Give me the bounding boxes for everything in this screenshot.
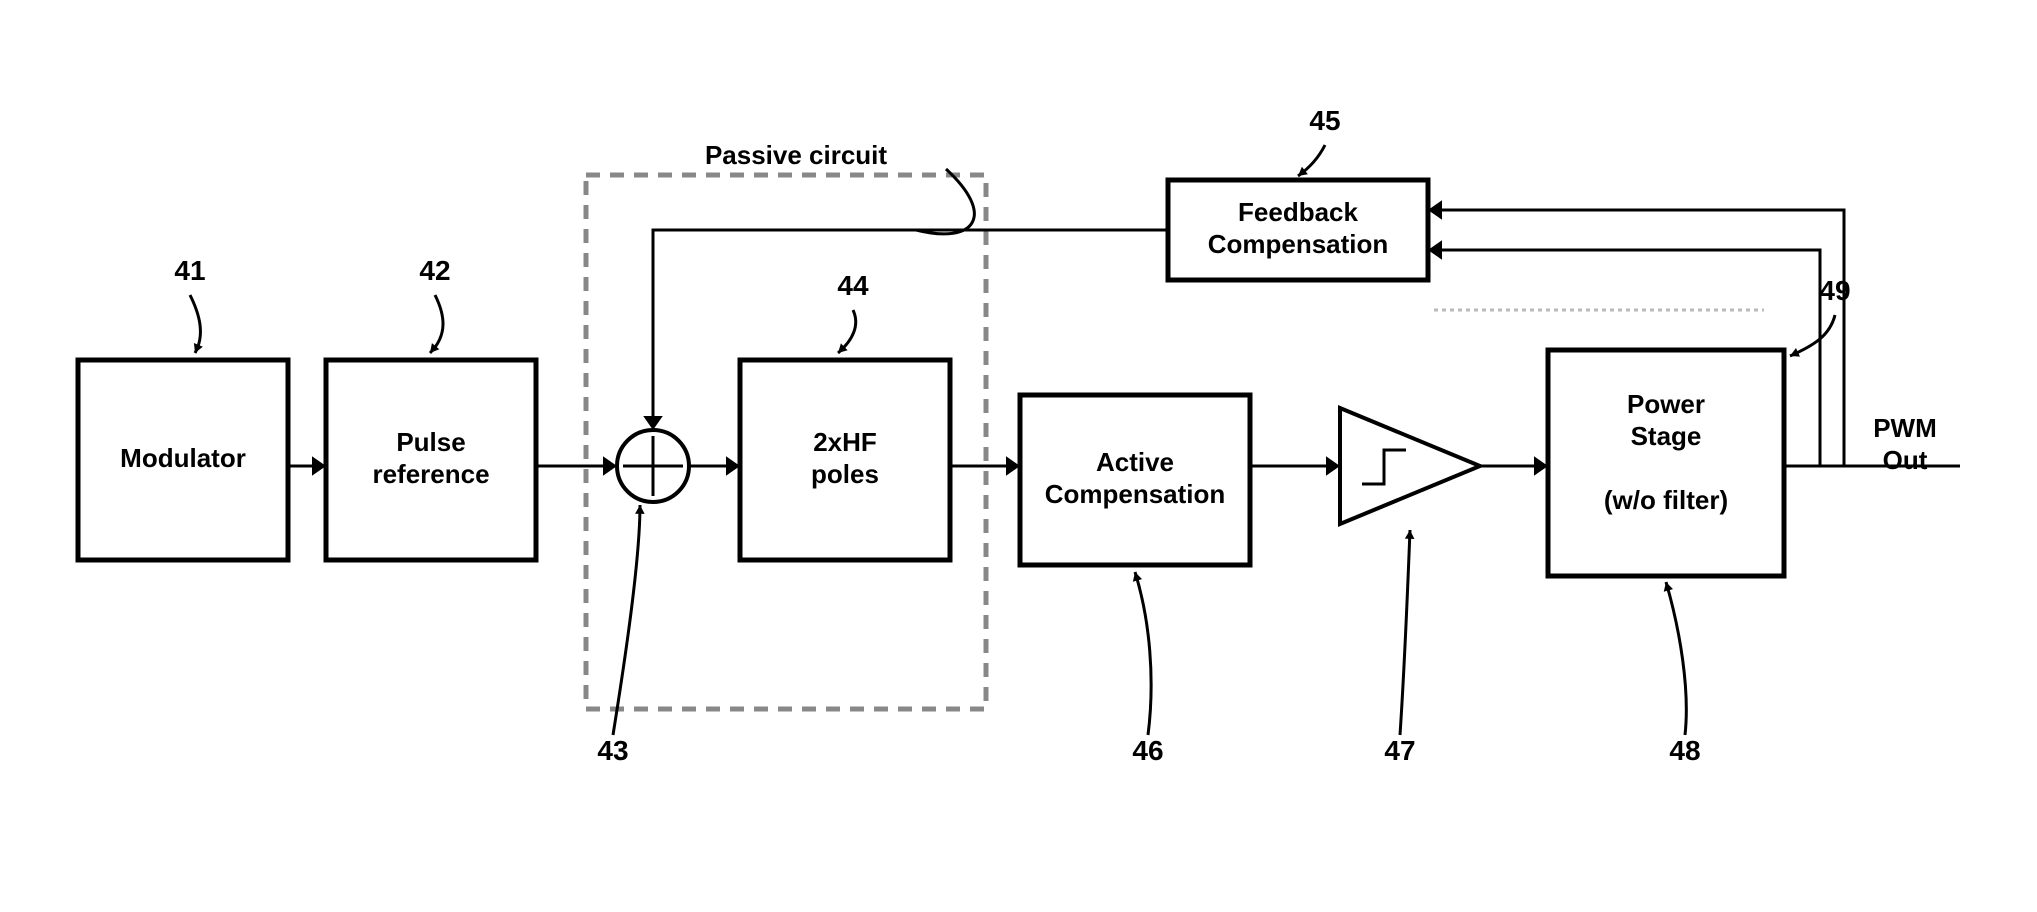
- ref-45: 45: [1309, 105, 1340, 136]
- svg-text:Power: Power: [1627, 389, 1705, 419]
- ref-47: 47: [1384, 735, 1415, 766]
- ref-44: 44: [837, 270, 869, 301]
- svg-text:poles: poles: [811, 459, 879, 489]
- powerStage-block: PowerStage (w/o filter): [1548, 350, 1784, 576]
- feedback-block: FeedbackCompensation: [1168, 180, 1428, 280]
- ref-43: 43: [597, 735, 628, 766]
- pulseRef-block: Pulsereference: [326, 360, 536, 560]
- ref-leader-47: [1400, 530, 1410, 735]
- passive-circuit-label: Passive circuit: [705, 140, 887, 170]
- activeComp-block: ActiveCompensation: [1020, 395, 1250, 565]
- ref-leader-43: [613, 505, 640, 735]
- ref-49: 49: [1819, 275, 1850, 306]
- ref-leader-48: [1666, 582, 1686, 735]
- svg-text:reference: reference: [372, 459, 489, 489]
- hfPoles-block: 2xHFpoles: [740, 360, 950, 560]
- svg-text:Compensation: Compensation: [1045, 479, 1226, 509]
- svg-text:Out: Out: [1883, 445, 1928, 475]
- modulator-block: Modulator: [78, 360, 288, 560]
- svg-text:(w/o filter): (w/o filter): [1604, 485, 1728, 515]
- ref-leader-46: [1135, 572, 1151, 735]
- svg-text:Active: Active: [1096, 447, 1174, 477]
- comparator: [1340, 408, 1480, 524]
- svg-text:2xHF: 2xHF: [813, 427, 877, 457]
- svg-text:Pulse: Pulse: [396, 427, 465, 457]
- passive-label-leader: [916, 169, 974, 234]
- ref-48: 48: [1669, 735, 1700, 766]
- svg-text:Modulator: Modulator: [120, 443, 246, 473]
- pwm-out-label: PWM: [1873, 413, 1937, 443]
- svg-text:Compensation: Compensation: [1208, 229, 1389, 259]
- ref-41: 41: [174, 255, 205, 286]
- svg-text:Feedback: Feedback: [1238, 197, 1358, 227]
- ref-46: 46: [1132, 735, 1163, 766]
- ref-42: 42: [419, 255, 450, 286]
- svg-text:Stage: Stage: [1631, 421, 1702, 451]
